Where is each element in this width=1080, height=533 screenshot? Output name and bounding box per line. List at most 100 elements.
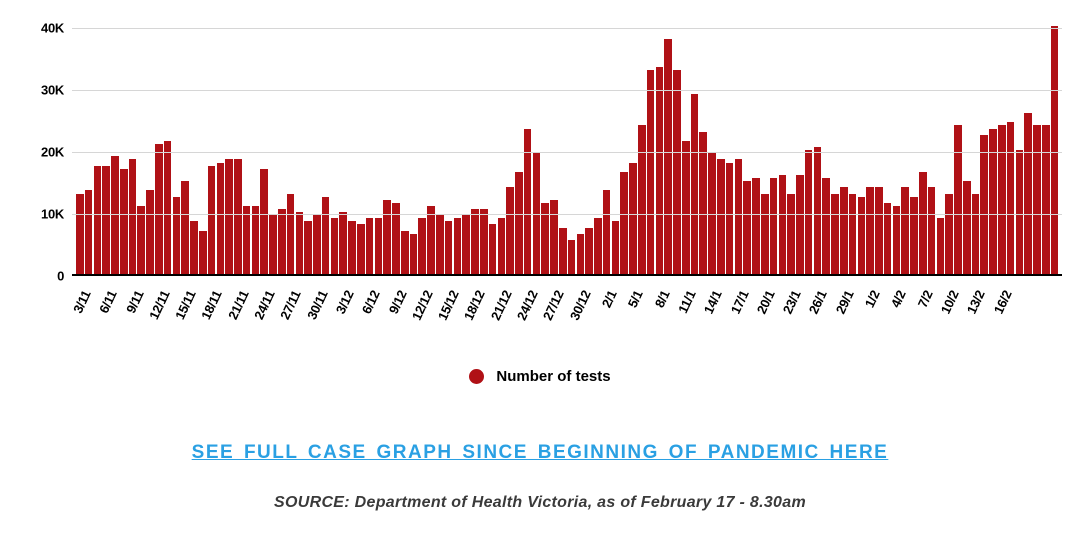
bar	[436, 215, 444, 274]
bar	[787, 194, 795, 274]
source-attribution: SOURCE: Department of Health Victoria, a…	[0, 494, 1080, 512]
x-tick-label: 21/11	[225, 288, 251, 322]
bar	[910, 197, 918, 274]
full-graph-link[interactable]: SEE FULL CASE GRAPH SINCE BEGINNING OF P…	[192, 442, 889, 463]
grid-line	[72, 28, 1062, 29]
bar	[137, 206, 145, 274]
x-tick-label: 6/11	[96, 288, 119, 316]
bar	[190, 221, 198, 274]
bar	[375, 218, 383, 274]
bar	[603, 190, 611, 274]
bar	[770, 178, 778, 274]
bar	[761, 194, 769, 274]
bar	[1007, 122, 1015, 274]
bar	[594, 218, 602, 274]
bar	[972, 194, 980, 274]
x-tick-label: 12/12	[409, 288, 436, 322]
x-tick-label: 3/12	[333, 288, 357, 316]
x-tick-label: 11/1	[675, 288, 698, 316]
bar	[445, 221, 453, 274]
y-tick-label: 0	[57, 269, 64, 284]
x-tick-label: 21/12	[488, 288, 515, 322]
bar	[181, 181, 189, 274]
bar	[199, 231, 207, 274]
bar	[366, 218, 374, 274]
x-tick-label: 9/11	[123, 288, 146, 316]
bar	[1033, 125, 1041, 274]
bar	[620, 172, 628, 274]
x-tick-label: 15/12	[435, 288, 462, 322]
bar	[954, 125, 962, 274]
x-tick-label: 1/2	[862, 288, 883, 310]
bar	[963, 181, 971, 274]
y-tick-label: 40K	[41, 21, 64, 36]
bar	[656, 67, 664, 274]
bar	[155, 144, 163, 274]
x-tick-label: 6/12	[359, 288, 383, 316]
bar	[357, 224, 365, 274]
bar	[814, 147, 822, 274]
bar	[454, 218, 462, 274]
legend-label: Number of tests	[496, 368, 610, 385]
y-axis: 010K20K30K40K	[22, 16, 68, 276]
bar	[146, 190, 154, 274]
bar	[691, 94, 699, 274]
grid-line	[72, 214, 1062, 215]
bar	[805, 150, 813, 274]
x-tick-label: 27/12	[540, 288, 567, 322]
bar	[111, 156, 119, 274]
x-tick-label: 2/1	[599, 288, 620, 310]
bar	[120, 169, 128, 274]
bar	[260, 169, 268, 274]
x-tick-label: 23/1	[780, 288, 804, 316]
plot-area	[72, 16, 1062, 276]
bar	[735, 159, 743, 274]
bar	[102, 166, 110, 274]
bar	[506, 187, 514, 274]
bar	[568, 240, 576, 274]
bar	[840, 187, 848, 274]
bar	[550, 200, 558, 274]
bar	[919, 172, 927, 274]
x-tick-label: 10/2	[938, 288, 962, 316]
grid-line	[72, 152, 1062, 153]
x-tick-label: 18/12	[461, 288, 488, 322]
x-tick-label: 17/1	[727, 288, 751, 316]
bar	[937, 218, 945, 274]
bar	[866, 187, 874, 274]
bar	[331, 218, 339, 274]
legend-dot-icon	[469, 369, 484, 384]
x-tick-label: 27/11	[278, 288, 304, 322]
bar	[717, 159, 725, 274]
x-tick-label: 12/11	[146, 288, 172, 322]
bar	[726, 163, 734, 274]
bar	[858, 197, 866, 274]
bar	[304, 221, 312, 274]
bar	[252, 206, 260, 274]
x-tick-label: 29/1	[833, 288, 857, 316]
bar	[129, 159, 137, 274]
bar	[989, 129, 997, 274]
bar	[673, 70, 681, 274]
x-tick-label: 5/1	[625, 288, 646, 310]
bar	[524, 129, 532, 274]
x-tick-label: 24/12	[514, 288, 541, 322]
bar	[743, 181, 751, 274]
bar	[779, 175, 787, 274]
full-graph-link-wrap: SEE FULL CASE GRAPH SINCE BEGINNING OF P…	[0, 442, 1080, 464]
bar	[471, 209, 479, 274]
x-tick-label: 3/11	[70, 288, 93, 316]
bar	[287, 194, 295, 274]
x-tick-label: 26/1	[806, 288, 830, 316]
bar	[638, 125, 646, 274]
y-tick-label: 20K	[41, 145, 64, 160]
bar	[383, 200, 391, 274]
bar	[577, 234, 585, 274]
bar	[849, 194, 857, 274]
y-tick-label: 30K	[41, 83, 64, 98]
bar	[339, 212, 347, 274]
x-tick-label: 18/11	[199, 288, 225, 322]
x-tick-label: 20/1	[754, 288, 778, 316]
x-tick-label: 15/11	[172, 288, 198, 322]
bar	[76, 194, 84, 274]
